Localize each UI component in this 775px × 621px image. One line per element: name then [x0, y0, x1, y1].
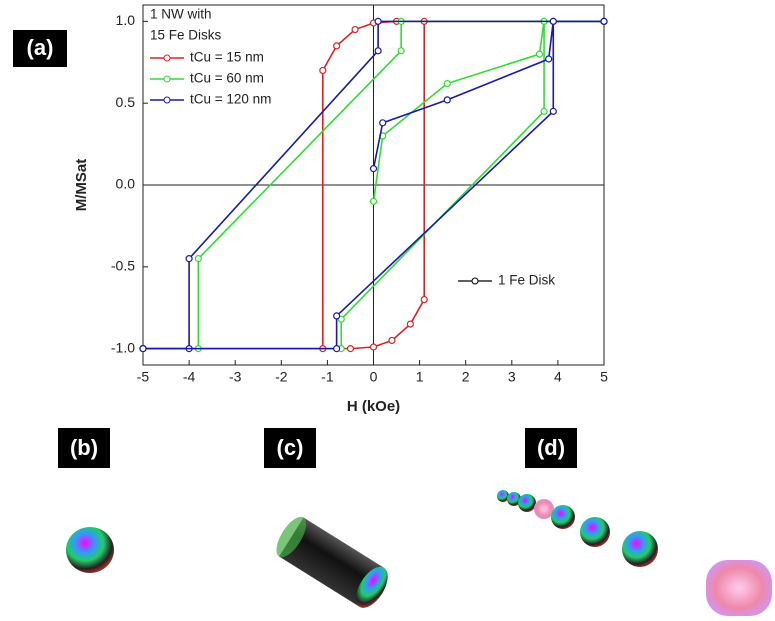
series-marker — [379, 119, 387, 127]
x-tick-label: 3 — [508, 369, 516, 385]
y-tick-label: -1.0 — [111, 339, 135, 355]
series-marker — [139, 345, 147, 353]
series-line — [143, 20, 604, 350]
x-tick-label: 5 — [600, 369, 608, 385]
series-marker — [374, 17, 382, 25]
y-tick-label: 0.0 — [116, 176, 136, 192]
legend-title: 1 NW with — [150, 7, 212, 22]
x-tick-label: -2 — [275, 369, 288, 385]
legend-title: 15 Fe Disks — [150, 28, 222, 43]
chain-render — [497, 490, 772, 616]
x-tick-label: -3 — [229, 369, 242, 385]
annotation-swatch-marker — [471, 277, 479, 285]
y-tick-label: -0.5 — [111, 258, 135, 274]
series-marker — [397, 47, 405, 55]
series-marker — [540, 107, 548, 115]
x-tick-label: -1 — [321, 369, 334, 385]
legend-label: tCu = 15 nm — [190, 50, 264, 65]
series-marker — [185, 255, 193, 263]
series-marker — [420, 295, 428, 304]
panel-label: (d) — [537, 435, 565, 460]
wire-render — [276, 516, 388, 608]
series-marker — [333, 345, 341, 353]
legend-label: tCu = 120 nm — [190, 92, 271, 107]
panel-label-box — [58, 428, 110, 468]
y-axis-label: M/MSat — [73, 159, 90, 212]
x-tick-label: 0 — [370, 369, 378, 385]
panel-label: (b) — [70, 435, 98, 460]
x-tick-label: 1 — [416, 369, 424, 385]
series-marker — [549, 17, 557, 25]
series-marker — [549, 107, 557, 115]
legend-swatch-marker — [163, 54, 171, 62]
series-marker — [443, 96, 451, 104]
legend-swatch-marker — [163, 75, 171, 83]
series-marker — [374, 47, 382, 55]
panel-label-box — [264, 428, 316, 468]
plot-area: -5 -4 -3 -2 -1 0 1 2 3 4 5 -1.0 -0.5 0.0 0.5 1.0 H (kOe)… — [73, 4, 608, 415]
series-marker — [443, 79, 451, 88]
series-marker — [369, 343, 378, 351]
series-marker — [545, 55, 553, 63]
series-marker — [333, 312, 341, 320]
y-tick-label: 1.0 — [116, 12, 136, 28]
series-marker — [388, 336, 396, 345]
series-marker — [346, 345, 355, 353]
panel-label: (a) — [27, 35, 54, 60]
x-tick-label: -4 — [183, 369, 196, 385]
series-line — [143, 20, 604, 350]
x-tick-label: 4 — [554, 369, 562, 385]
y-tick-label: 0.5 — [116, 94, 136, 110]
panel-label-box — [525, 428, 577, 468]
x-tick-label: 2 — [462, 369, 470, 385]
legend-swatch-marker — [163, 96, 171, 104]
panel-label: (c) — [277, 435, 304, 460]
series-marker — [406, 320, 414, 328]
series-marker — [369, 197, 378, 205]
series-marker — [369, 165, 378, 173]
series-marker — [600, 17, 608, 25]
series-marker — [351, 25, 359, 34]
panel-label-box — [13, 30, 67, 67]
series-marker — [333, 42, 341, 50]
series-marker — [319, 66, 327, 75]
legend-label: tCu = 60 nm — [190, 71, 264, 86]
x-tick-label: -5 — [137, 369, 150, 385]
series-marker — [194, 255, 202, 263]
annotation: 1 Fe Disk — [498, 273, 555, 288]
series-marker — [535, 50, 544, 58]
x-axis-label: H (kOe) — [347, 398, 400, 415]
disk-render — [66, 527, 114, 573]
